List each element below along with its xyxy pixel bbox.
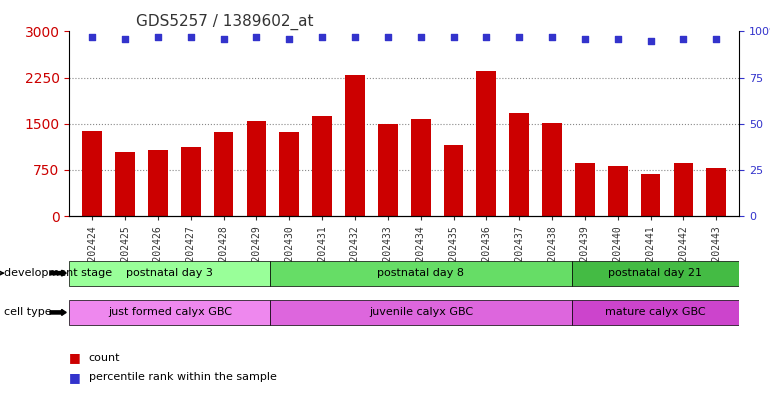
Text: postnatal day 3: postnatal day 3	[126, 268, 213, 278]
Text: mature calyx GBC: mature calyx GBC	[605, 307, 706, 318]
Point	[447, 34, 460, 40]
Point	[414, 34, 427, 40]
Bar	[641, 174, 661, 216]
Point	[480, 34, 493, 40]
Point	[513, 34, 525, 40]
Text: juvenile calyx GBC: juvenile calyx GBC	[369, 307, 473, 318]
FancyBboxPatch shape	[69, 261, 270, 285]
FancyBboxPatch shape	[571, 300, 739, 325]
Bar	[542, 123, 562, 216]
Bar	[378, 124, 397, 216]
FancyBboxPatch shape	[571, 261, 739, 285]
Bar	[706, 168, 726, 216]
Bar	[674, 163, 693, 216]
Point	[86, 34, 99, 40]
Bar	[280, 132, 300, 216]
Bar	[246, 121, 266, 216]
Bar	[444, 145, 464, 216]
Point	[152, 34, 164, 40]
Text: ■: ■	[69, 371, 81, 384]
FancyBboxPatch shape	[270, 261, 571, 285]
Bar	[181, 147, 201, 216]
Text: percentile rank within the sample: percentile rank within the sample	[89, 372, 276, 382]
Bar	[313, 116, 332, 216]
FancyBboxPatch shape	[69, 300, 270, 325]
Point	[316, 34, 328, 40]
Point	[644, 38, 657, 44]
Bar	[116, 151, 135, 216]
Bar	[608, 166, 628, 216]
Text: postnatal day 8: postnatal day 8	[377, 268, 464, 278]
Bar	[148, 150, 168, 216]
Text: count: count	[89, 353, 120, 363]
Point	[382, 34, 394, 40]
Bar	[411, 119, 430, 216]
Bar	[82, 131, 102, 216]
Text: cell type: cell type	[4, 307, 52, 318]
Point	[611, 36, 624, 42]
Text: ■: ■	[69, 351, 81, 364]
Point	[119, 36, 131, 42]
Bar	[477, 71, 496, 216]
Text: just formed calyx GBC: just formed calyx GBC	[108, 307, 232, 318]
Bar	[214, 132, 233, 216]
FancyBboxPatch shape	[270, 300, 571, 325]
Bar	[575, 163, 594, 216]
Bar	[509, 113, 529, 216]
Point	[546, 34, 558, 40]
Text: GDS5257 / 1389602_at: GDS5257 / 1389602_at	[136, 14, 314, 30]
Point	[349, 34, 361, 40]
Bar	[345, 75, 365, 216]
Point	[678, 36, 690, 42]
Point	[710, 36, 722, 42]
Text: postnatal day 21: postnatal day 21	[608, 268, 702, 278]
Point	[283, 36, 296, 42]
Point	[217, 36, 229, 42]
Point	[185, 34, 197, 40]
Point	[250, 34, 263, 40]
Point	[579, 36, 591, 42]
Text: development stage: development stage	[4, 268, 112, 278]
